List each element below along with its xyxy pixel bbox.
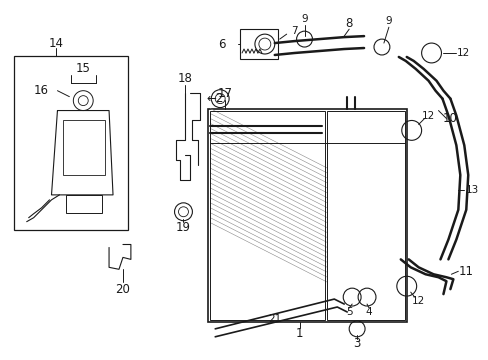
Bar (326, 111, 404, 320)
Text: ←2: ←2 (206, 92, 223, 105)
Text: 10: 10 (442, 112, 457, 125)
Text: 8: 8 (345, 17, 352, 30)
Bar (208, 109, 406, 322)
Bar (240, 29, 277, 59)
Text: 1: 1 (295, 327, 303, 340)
Text: 9: 9 (301, 14, 307, 24)
Bar (66, 195, 102, 213)
Text: 13: 13 (465, 185, 478, 195)
Text: 9: 9 (385, 16, 391, 26)
Text: 15: 15 (76, 62, 90, 75)
Bar (14, 56, 128, 230)
Text: 14: 14 (49, 37, 64, 50)
Text: 12: 12 (411, 296, 425, 306)
Text: 5: 5 (345, 307, 352, 317)
Text: 20: 20 (115, 283, 130, 296)
Text: 16: 16 (34, 84, 49, 97)
Text: 19: 19 (176, 221, 191, 234)
Text: 11: 11 (458, 265, 473, 278)
Text: 18: 18 (178, 72, 192, 85)
Bar (210, 111, 325, 320)
Text: 4: 4 (365, 307, 371, 317)
Text: 3: 3 (353, 337, 360, 350)
Text: 17: 17 (217, 87, 232, 100)
Text: 12: 12 (421, 111, 434, 121)
Text: 12: 12 (456, 48, 469, 58)
Text: 6: 6 (217, 37, 224, 50)
Text: 7: 7 (291, 26, 297, 36)
Bar (63, 121, 105, 175)
Text: 21: 21 (267, 314, 281, 324)
